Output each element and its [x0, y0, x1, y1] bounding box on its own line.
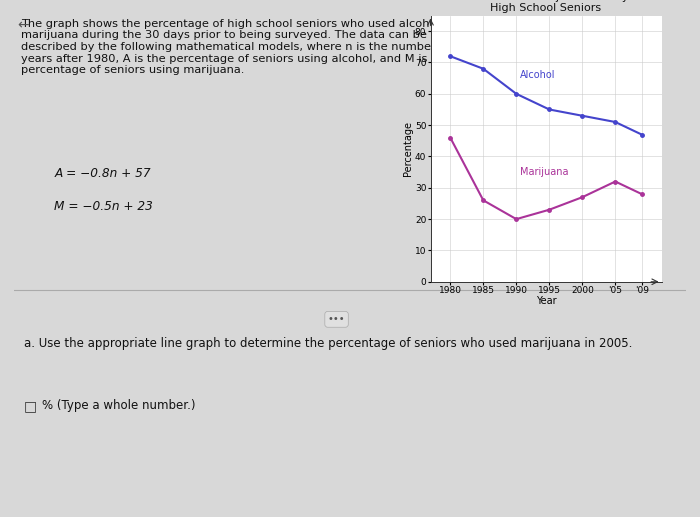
Text: □: □ — [24, 399, 37, 413]
X-axis label: Year: Year — [536, 296, 556, 306]
Text: Alcohol: Alcohol — [519, 70, 555, 80]
Text: a. Use the appropriate line graph to determine the percentage of seniors who use: a. Use the appropriate line graph to det… — [24, 337, 633, 350]
Text: •••: ••• — [328, 314, 345, 324]
Text: M = −0.5n + 23: M = −0.5n + 23 — [55, 200, 153, 213]
Text: ←: ← — [18, 19, 29, 33]
Text: % (Type a whole number.): % (Type a whole number.) — [42, 399, 196, 412]
Y-axis label: Percentage: Percentage — [403, 121, 414, 176]
Text: The graph shows the percentage of high school seniors who used alcohol or
mariju: The graph shows the percentage of high s… — [21, 19, 455, 75]
Text: Marijuana: Marijuana — [519, 168, 568, 177]
Title: Alcohol and Marijuana Use by
High School Seniors: Alcohol and Marijuana Use by High School… — [463, 0, 629, 13]
Text: A = −0.8n + 57: A = −0.8n + 57 — [55, 166, 151, 180]
